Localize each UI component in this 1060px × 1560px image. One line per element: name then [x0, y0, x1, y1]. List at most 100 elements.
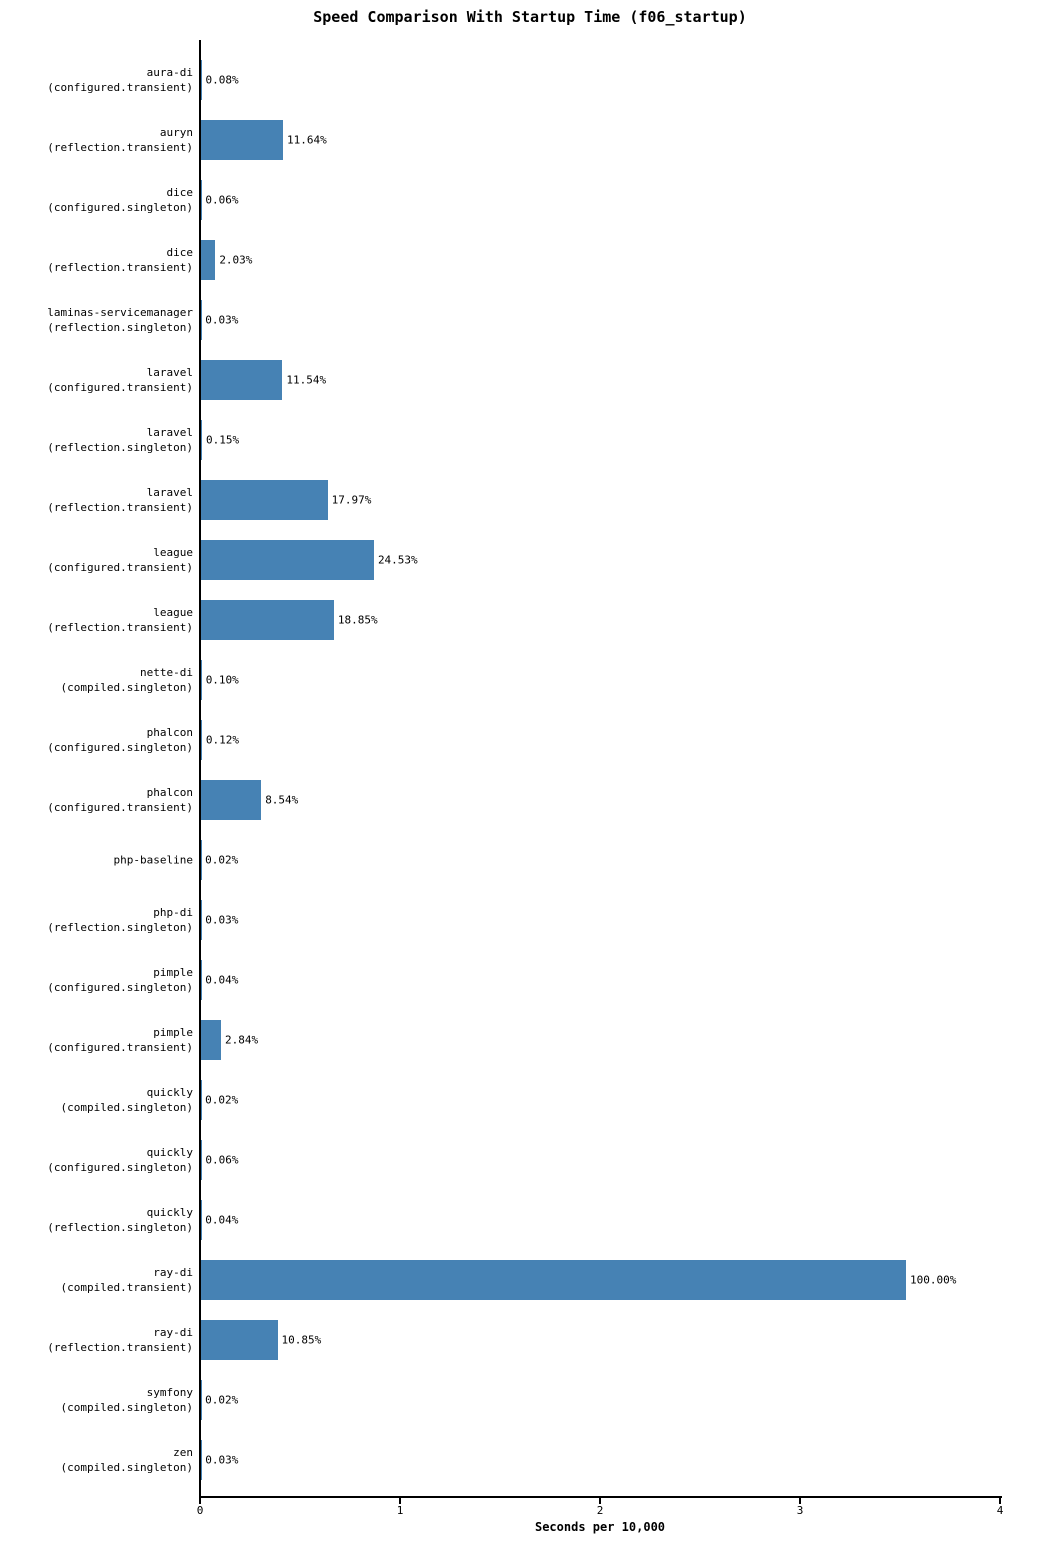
category-name: ray-di — [153, 1266, 193, 1280]
category-name: phalcon — [146, 785, 193, 799]
category-name: nette-di — [140, 665, 193, 679]
x-tick — [799, 1498, 801, 1504]
category-name: league — [153, 605, 193, 619]
x-tick-label: 3 — [796, 1504, 804, 1517]
category-name: php-di — [153, 905, 193, 919]
value-label: 2.03% — [219, 253, 253, 267]
category-name: php-baseline — [113, 853, 193, 867]
category-label: phalcon (configured.transient) — [0, 785, 193, 815]
category-variant: (configured.transient) — [47, 1040, 193, 1054]
value-label: 11.64% — [287, 133, 327, 147]
value-label: 24.53% — [377, 553, 418, 567]
value-label: 11.54% — [286, 373, 327, 387]
bar — [201, 239, 216, 280]
category-variant: (reflection.singleton) — [47, 1221, 193, 1235]
category-name: dice — [166, 245, 194, 259]
category-label: auryn (reflection.transient) — [0, 125, 193, 155]
x-tick — [399, 1498, 401, 1504]
category-name: laravel — [146, 425, 193, 439]
bar — [201, 539, 374, 580]
bar — [201, 59, 202, 100]
value-label: 0.10% — [205, 673, 239, 687]
value-label: 0.08% — [205, 73, 239, 86]
category-variant: (reflection.transient) — [47, 620, 193, 634]
bar — [201, 1019, 222, 1060]
category-variant: (reflection.transient) — [47, 260, 193, 274]
category-variant: (compiled.singleton) — [60, 680, 193, 694]
category-label: dice (reflection.transient) — [0, 245, 193, 275]
value-label: 0.03% — [205, 913, 239, 927]
bar — [201, 359, 283, 400]
category-label: dice (configured.singleton) — [0, 185, 193, 215]
category-label: aura-di (configured.transient) — [0, 65, 193, 95]
category-label: laravel (reflection.singleton) — [0, 425, 193, 455]
category-name: quickly — [146, 1206, 193, 1220]
value-label: 0.15% — [206, 433, 240, 447]
category-label: league (reflection.transient) — [0, 605, 193, 635]
category-label: laravel (configured.transient) — [0, 365, 193, 395]
category-variant: (reflection.transient) — [47, 500, 193, 514]
category-name: ray-di — [153, 1326, 193, 1340]
category-label: symfony (compiled.singleton) — [0, 1385, 193, 1415]
x-tick — [999, 1498, 1001, 1504]
category-label: pimple (configured.singleton) — [0, 965, 193, 995]
value-label: 0.04% — [205, 1213, 239, 1227]
category-label: php-baseline — [0, 852, 193, 867]
value-label: 0.03% — [205, 313, 239, 327]
category-variant: (configured.singleton) — [47, 980, 193, 994]
bar — [201, 119, 284, 160]
value-label: 10.85% — [281, 1333, 322, 1347]
category-name: auryn — [159, 125, 193, 139]
category-name: quickly — [146, 1146, 193, 1160]
category-label: quickly (reflection.singleton) — [0, 1205, 193, 1235]
x-tick-label: 0 — [196, 1504, 204, 1517]
category-name: dice — [166, 185, 194, 199]
category-name: quickly — [146, 1086, 193, 1099]
value-label: 0.12% — [205, 733, 239, 747]
category-label: ray-di (compiled.transient) — [0, 1265, 193, 1295]
value-label: 8.54% — [265, 793, 299, 807]
category-name: laravel — [146, 485, 193, 499]
category-label: pimple (configured.transient) — [0, 1025, 193, 1055]
category-name: phalcon — [146, 725, 193, 739]
value-label: 0.02% — [205, 1093, 239, 1107]
category-name: league — [153, 545, 193, 559]
x-tick-label: 4 — [996, 1504, 1004, 1517]
value-label: 0.03% — [205, 1453, 239, 1467]
category-label: zen (compiled.singleton) — [0, 1445, 193, 1475]
category-label: laravel (reflection.transient) — [0, 485, 193, 515]
category-variant: (compiled.transient) — [60, 1281, 193, 1295]
category-variant: (reflection.singleton) — [47, 320, 193, 334]
category-variant: (configured.transient) — [47, 380, 193, 394]
value-label: 0.02% — [205, 1393, 239, 1407]
value-label: 100.00% — [910, 1273, 957, 1287]
category-name: laminas-servicemanager — [47, 305, 193, 319]
category-variant: (configured.singleton) — [47, 1161, 193, 1175]
x-tick-label: 1 — [396, 1504, 404, 1517]
bar — [201, 779, 262, 820]
category-variant: (configured.transient) — [47, 800, 193, 814]
chart-title: Speed Comparison With Startup Time (f06_… — [313, 8, 747, 26]
category-name: zen — [173, 1446, 193, 1460]
value-label: 18.85% — [337, 613, 378, 627]
category-variant: (reflection.singleton) — [47, 920, 193, 934]
category-variant: (reflection.transient) — [47, 140, 193, 154]
category-label: quickly (configured.singleton) — [0, 1145, 193, 1175]
bar — [201, 479, 328, 520]
category-label: php-di (reflection.singleton) — [0, 905, 193, 935]
bar — [201, 1260, 906, 1301]
bar — [201, 659, 202, 700]
value-label: 0.04% — [205, 973, 239, 987]
category-variant: (configured.singleton) — [47, 200, 193, 214]
category-name: laravel — [146, 365, 193, 379]
category-variant: (configured.transient) — [47, 560, 193, 574]
plot-area — [199, 40, 1002, 1498]
category-label: phalcon (configured.singleton) — [0, 725, 193, 755]
category-variant: (configured.singleton) — [47, 740, 193, 754]
value-label: 2.84% — [225, 1033, 259, 1047]
value-label: 0.06% — [205, 1153, 239, 1167]
x-tick-label: 2 — [596, 1504, 604, 1517]
category-variant: (compiled.singleton) — [60, 1401, 193, 1415]
value-label: 0.06% — [205, 193, 239, 207]
